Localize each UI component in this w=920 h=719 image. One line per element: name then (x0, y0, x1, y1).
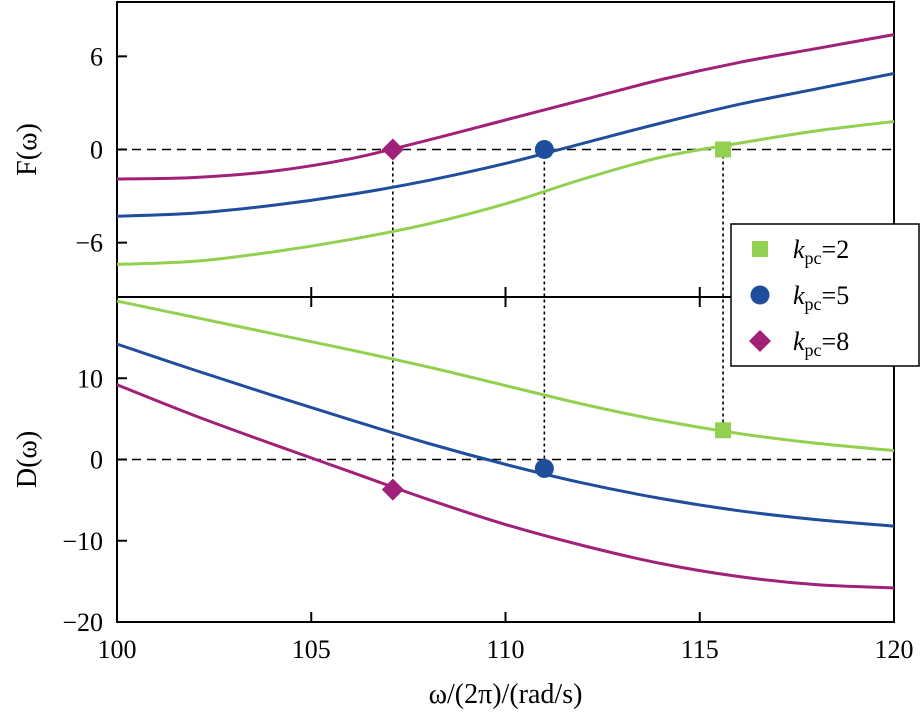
xtick-label: 100 (98, 635, 137, 664)
top-series-line-3 (116, 33, 895, 181)
top-series-line-1 (116, 120, 895, 266)
bottom-series-line-3 (116, 383, 895, 590)
bottom-marker-3 (381, 478, 404, 501)
legend-marker-3 (749, 330, 771, 352)
xtick-label: 105 (292, 635, 331, 664)
top-marker-2 (534, 140, 554, 159)
top-series-line-2 (116, 71, 895, 218)
bottom-ytick-label: −20 (62, 608, 103, 637)
legend-entry-2: kpc=5 (793, 281, 849, 314)
legend-marker-1 (752, 241, 768, 257)
bottom-marker-1 (715, 422, 732, 439)
bottom-ylabel: D(ω) (12, 431, 43, 488)
top-ytick-label: 0 (90, 136, 103, 165)
legend-marker-2 (750, 285, 770, 305)
xtick-label: 120 (875, 635, 914, 664)
bottom-ytick-label: 0 (90, 446, 103, 475)
top-marker-1 (715, 141, 732, 158)
top-ylabel: F(ω) (12, 123, 43, 176)
bottom-series-line-1 (116, 299, 895, 453)
legend: kpc=2 kpc=5 kpc=8 (730, 223, 920, 367)
bottom-marker-2 (534, 458, 554, 478)
xlabel: ω/(2π)/(rad/s) (429, 679, 583, 710)
xtick-label: 115 (681, 635, 719, 664)
bottom-ytick-label: −10 (62, 527, 103, 556)
legend-entry-3: kpc=8 (793, 327, 849, 360)
top-marker-3 (381, 138, 404, 161)
top-ytick-label: −6 (75, 229, 103, 258)
top-ytick-label: 6 (90, 42, 103, 71)
legend-entry-1: kpc=2 (793, 235, 849, 268)
xtick-label: 110 (486, 635, 524, 664)
bottom-series-line-2 (116, 342, 895, 528)
bottom-ytick-label: 10 (77, 364, 103, 393)
